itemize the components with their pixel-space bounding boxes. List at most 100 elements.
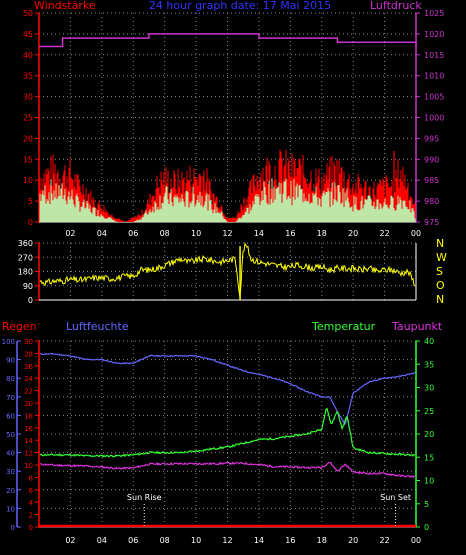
tick-label-humidity: 70 (6, 394, 15, 402)
tick-label-left: 40 (23, 51, 33, 60)
tick-label-left: 90 (23, 282, 33, 291)
tick-label-right: 990 (424, 155, 439, 164)
compass-label: N (436, 293, 444, 306)
tick-label-rain: 16 (24, 425, 33, 433)
tick-label-rain: 0 (29, 524, 33, 532)
tick-label-humidity: 90 (6, 357, 15, 365)
tick-label-rain: 6 (29, 487, 34, 495)
tick-label-left: 35 (23, 72, 33, 81)
compass-label: S (436, 265, 443, 278)
tick-label-humidity: 10 (6, 505, 15, 513)
tick-label-x: 18 (317, 536, 327, 545)
tick-label-rain: 26 (24, 363, 33, 371)
tick-label-x: 10 (191, 536, 201, 545)
tick-label-x: 14 (254, 536, 264, 545)
tick-label-right: 985 (424, 176, 439, 185)
tick-label-right: 980 (424, 197, 439, 206)
tick-label-x: 04 (97, 229, 107, 238)
dewpoint-series (39, 461, 416, 479)
tick-label-temp: 0 (424, 523, 429, 532)
tick-label-right: 975 (424, 218, 439, 227)
tick-label-rain: 8 (29, 474, 33, 482)
tick-label-x: 16 (285, 536, 295, 545)
tick-label-right: 1005 (424, 93, 444, 102)
annotation-label: Sun Set (380, 493, 411, 502)
tick-label-temp: 25 (424, 407, 434, 416)
annotation-label: Sun Rise (127, 493, 162, 502)
tick-label-temp: 10 (424, 477, 434, 486)
tick-label-x: 00 (411, 229, 421, 238)
tick-label-x: 02 (65, 229, 75, 238)
tick-label-x: 08 (160, 229, 170, 238)
tick-label-right: 995 (424, 134, 439, 143)
tick-label-temp: 20 (424, 430, 434, 439)
tick-label-rain: 28 (24, 350, 33, 358)
tick-label-left: 15 (23, 155, 33, 164)
tick-label-humidity: 100 (2, 338, 15, 346)
tick-label-x: 20 (348, 229, 358, 238)
tick-label-humidity: 40 (6, 450, 15, 458)
tick-label-x: 12 (222, 536, 232, 545)
wind-strength-label: Windstärke (34, 0, 96, 12)
wind-pressure-panel: 24 hour graph date: 17 Mai 2015 Windstär… (23, 0, 445, 238)
tick-label-humidity: 20 (6, 487, 15, 495)
tick-label-x: 02 (65, 536, 75, 545)
tick-label-left: 270 (18, 253, 33, 262)
tick-label-temp: 5 (424, 500, 429, 509)
tick-label-humidity: 60 (6, 412, 15, 420)
tick-label-left: 10 (23, 176, 33, 185)
pressure-series (39, 33, 417, 48)
tick-label-x: 16 (285, 229, 295, 238)
tick-label-temp: 35 (424, 360, 434, 369)
compass-label: O (436, 279, 445, 292)
tick-label-rain: 30 (24, 338, 33, 346)
compass-label: N (436, 237, 444, 250)
tick-label-x: 22 (379, 229, 389, 238)
tick-label-right: 1015 (424, 51, 444, 60)
tick-label-humidity: 30 (6, 468, 15, 476)
tick-label-left: 45 (23, 30, 33, 39)
tick-label-x: 00 (411, 536, 421, 545)
tick-label-right: 1000 (424, 114, 444, 123)
tick-label-x: 18 (317, 229, 327, 238)
humidity-series (39, 352, 416, 426)
tick-label-x: 10 (191, 229, 201, 238)
tick-label-temp: 30 (424, 384, 434, 393)
wind-series (39, 178, 416, 222)
humidity-label: Luftfeuchte (66, 320, 129, 333)
tick-label-left: 50 (23, 9, 33, 18)
tick-label-x: 06 (128, 536, 138, 545)
tick-label-x: 12 (222, 229, 232, 238)
temp-humidity-panel: Regen Luftfeuchte Temperatur Taupunkt 0 1… (2, 320, 443, 545)
temperature-label: Temperatur (311, 320, 376, 333)
tick-label-humidity: 50 (6, 431, 15, 439)
tick-label-rain: 10 (24, 462, 33, 470)
tick-label-x: 04 (97, 536, 107, 545)
rain-label: Regen (2, 320, 37, 333)
tick-label-rain: 14 (24, 437, 33, 445)
chart-title: 24 hour graph date: 17 Mai 2015 (149, 0, 331, 12)
tick-label-right: 1025 (424, 9, 444, 18)
tick-label-humidity: 0 (11, 524, 15, 532)
tick-label-rain: 2 (29, 512, 33, 520)
tick-label-left: 360 (18, 239, 33, 248)
tick-label-rain: 24 (24, 375, 33, 383)
tick-label-temp: 15 (424, 453, 434, 462)
tick-label-rain: 18 (24, 412, 33, 420)
tick-label-right: 1020 (424, 30, 444, 39)
tick-label-rain: 22 (24, 388, 33, 396)
tick-label-x: 14 (254, 229, 264, 238)
tick-label-humidity: 80 (6, 375, 15, 383)
dewpoint-label: Taupunkt (391, 320, 443, 333)
tick-label-left: 20 (23, 134, 33, 143)
tick-label-left: 5 (28, 197, 33, 206)
tick-label-rain: 20 (24, 400, 33, 408)
temperature-series (39, 407, 416, 458)
compass-label: W (436, 251, 447, 264)
tick-label-x: 08 (160, 536, 170, 545)
tick-label-x: 06 (128, 229, 138, 238)
tick-label-left: 0 (28, 218, 33, 227)
